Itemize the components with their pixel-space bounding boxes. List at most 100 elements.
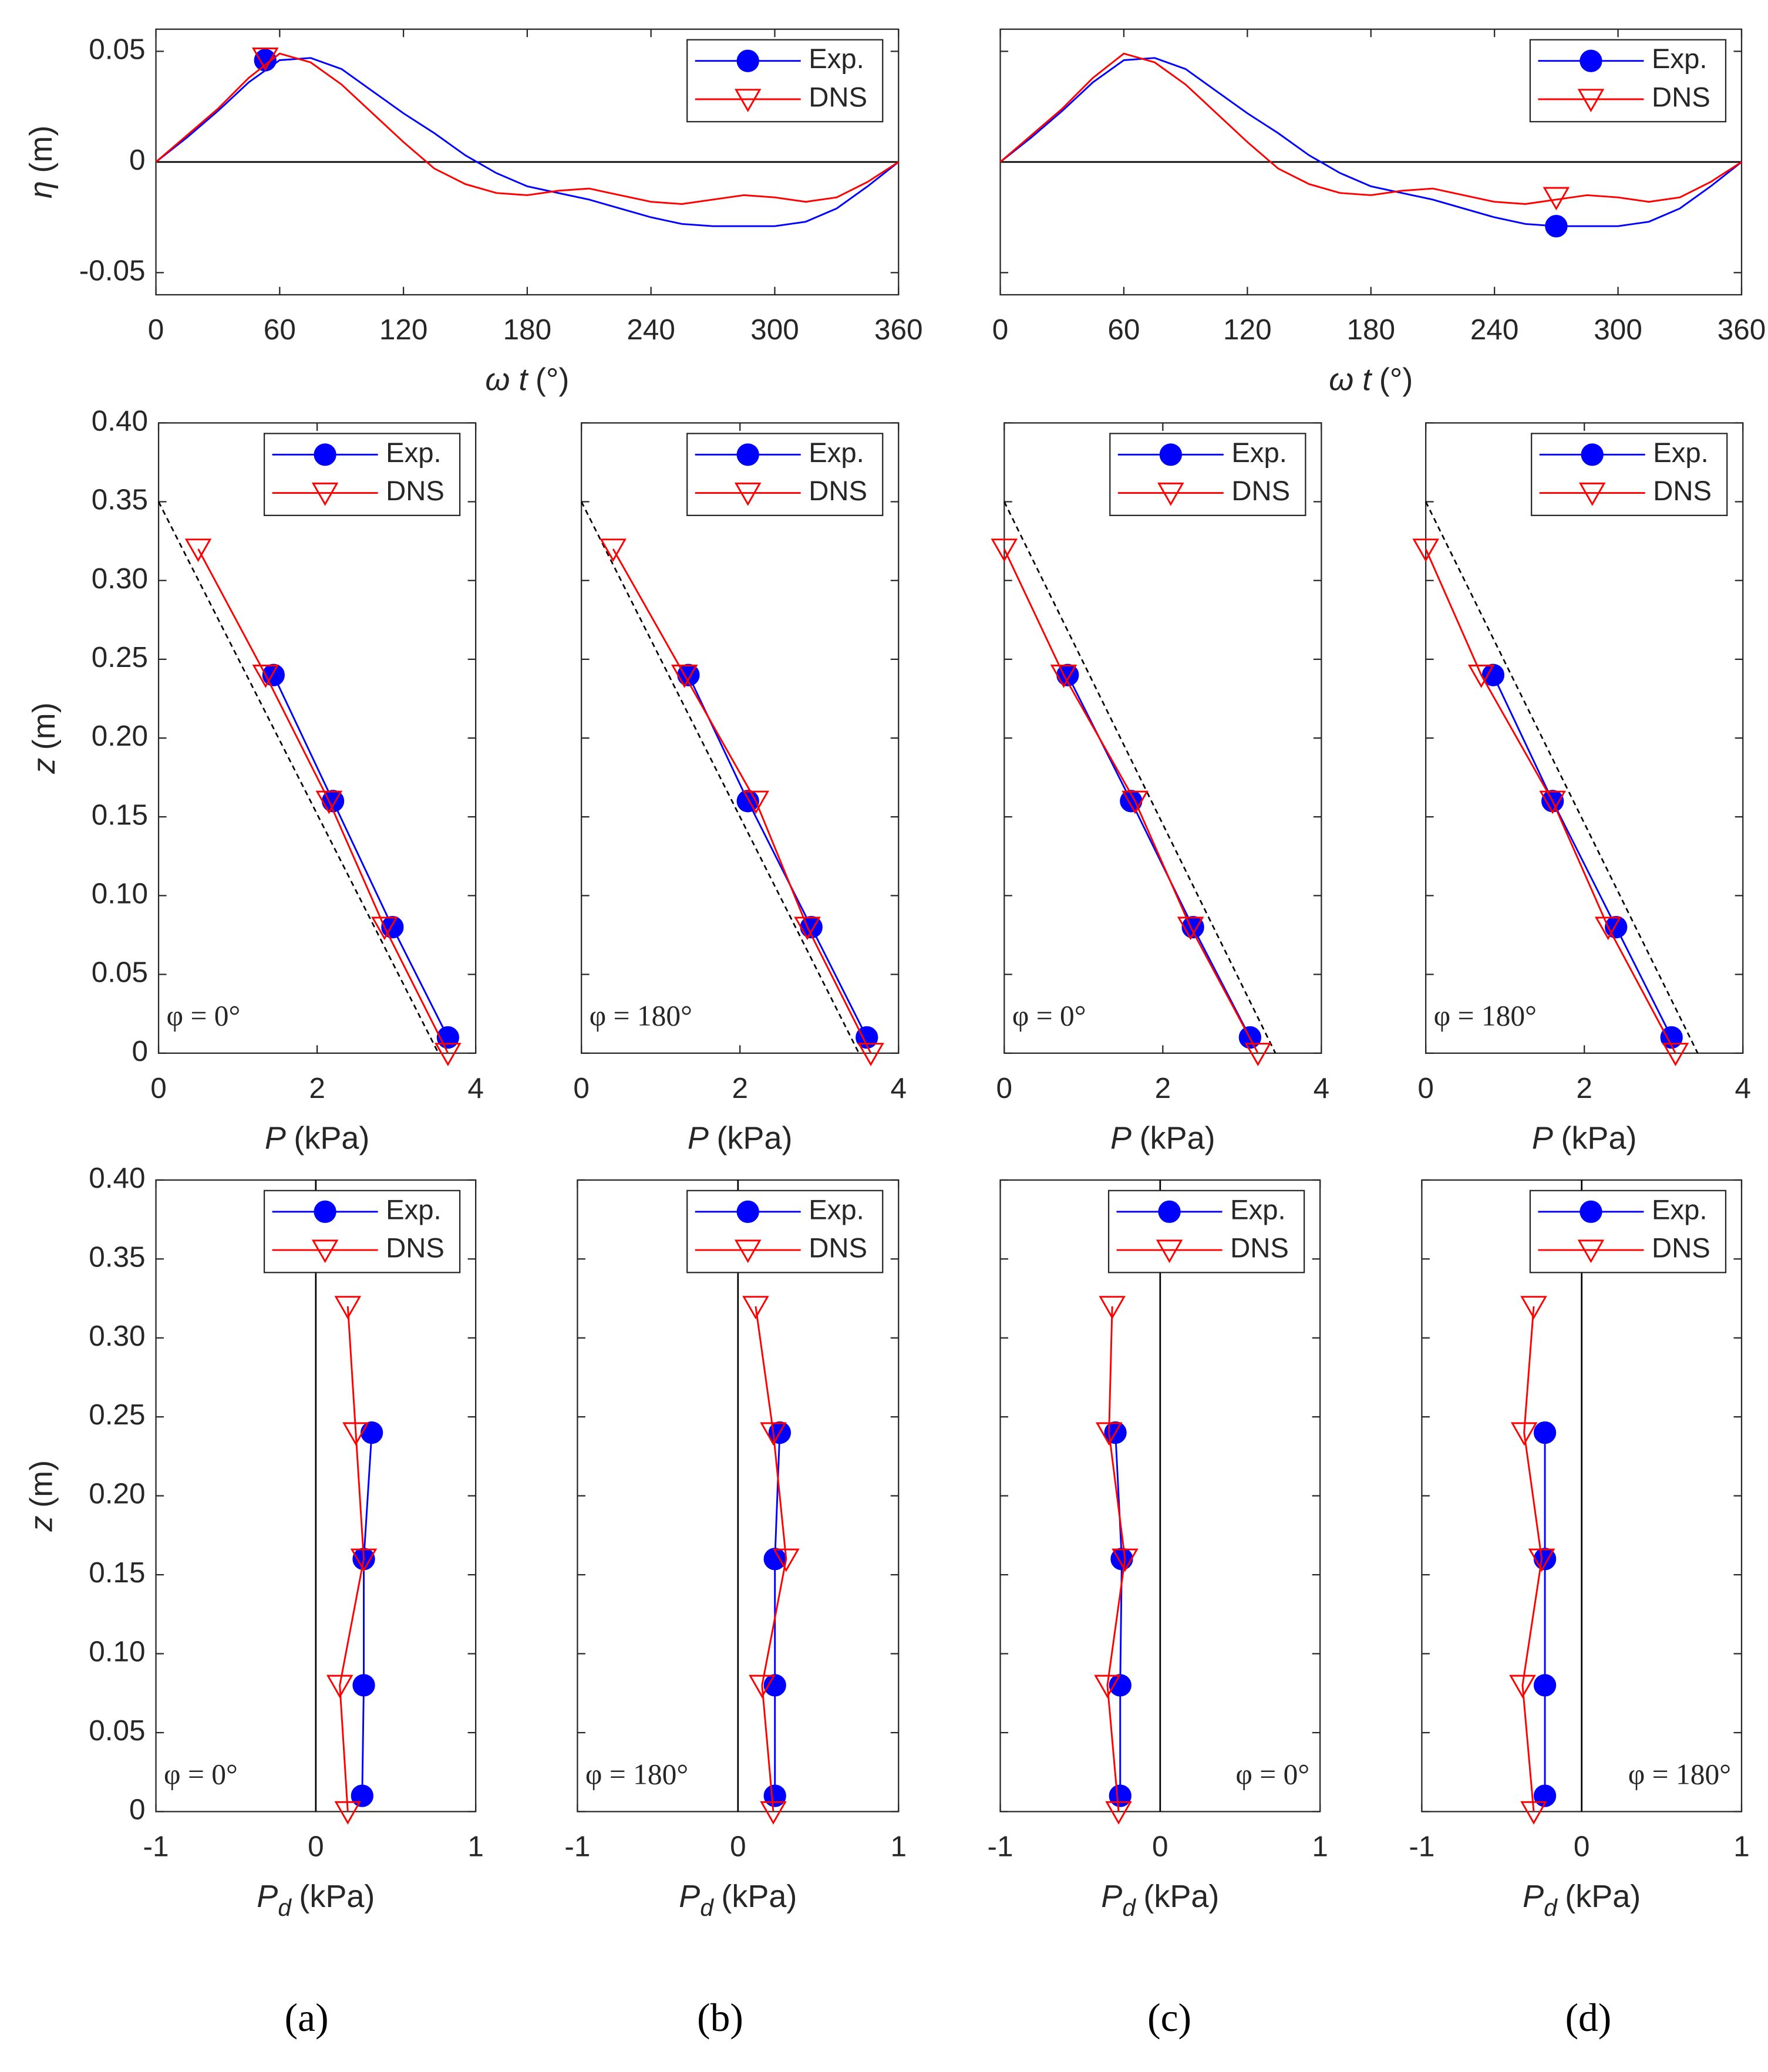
- legend-box: [686, 1190, 884, 1273]
- x-tick-label: 0: [308, 1831, 324, 1863]
- annotation: φ = 180°: [585, 1758, 688, 1790]
- marker: [991, 538, 1018, 562]
- marker: [1509, 1675, 1536, 1699]
- x-tick-label: 0: [150, 1072, 167, 1104]
- axis-symbol: z: [26, 758, 62, 774]
- marker: [1109, 1674, 1131, 1697]
- y-tick-label: 0.25: [89, 1399, 145, 1431]
- legend-marker: [1577, 89, 1605, 113]
- marker: [857, 1043, 884, 1066]
- marker: [1122, 790, 1149, 814]
- annotation: φ = 180°: [590, 1000, 692, 1032]
- marker: [1112, 1548, 1139, 1572]
- y-tick-label: 0.20: [92, 720, 148, 752]
- y-tick-label: 0.40: [92, 405, 148, 437]
- axis-unit: (kPa): [299, 1879, 375, 1914]
- series-line: [361, 1432, 373, 1796]
- axis-label: Pd (kPa): [1101, 1879, 1219, 1921]
- marker: [600, 538, 627, 562]
- marker: [334, 1801, 362, 1825]
- marker: [1528, 1548, 1555, 1572]
- marker: [671, 665, 698, 688]
- series-line: [1424, 548, 1676, 1054]
- panel-label: (a): [285, 1996, 329, 2040]
- series-line: [612, 548, 872, 1054]
- marker: [742, 1296, 769, 1320]
- reference-line: [580, 501, 860, 1054]
- marker: [749, 1675, 776, 1699]
- axis-unit: (m): [24, 126, 59, 173]
- axis-unit: (kPa): [1561, 1121, 1636, 1156]
- y-tick-label: 0.40: [89, 1162, 145, 1194]
- x-tick-label: 0: [992, 314, 1009, 346]
- marker: [856, 1026, 878, 1049]
- x-tick-label: 120: [379, 314, 428, 346]
- axis-subscript: d: [278, 1894, 292, 1921]
- y-tick-label: 0.10: [92, 877, 148, 909]
- plot-area: [1003, 422, 1322, 1054]
- axis-label: P (kPa): [688, 1121, 793, 1156]
- marker: [1533, 1674, 1557, 1697]
- reference-line: [157, 501, 439, 1054]
- marker: [351, 1784, 373, 1807]
- marker: [1662, 1043, 1689, 1066]
- legend-label: Exp.: [386, 437, 442, 469]
- axis-symbol: P: [679, 1879, 700, 1914]
- legend-marker: [311, 482, 339, 506]
- reference-line: [1424, 501, 1699, 1054]
- legend-marker: [1156, 1239, 1183, 1264]
- axis-symbol: P: [1532, 1121, 1553, 1156]
- axis-unit: (kPa): [294, 1121, 369, 1156]
- x-tick-label: 0: [573, 1072, 590, 1104]
- legend-marker: [734, 482, 762, 506]
- legend-box: [1529, 1190, 1727, 1273]
- series-line: [1003, 548, 1259, 1054]
- series-line: [1521, 1306, 1543, 1812]
- series-line: [1492, 675, 1673, 1038]
- marker: [1545, 215, 1568, 238]
- legend-label: DNS: [1652, 82, 1710, 113]
- annotation: φ = 180°: [1628, 1758, 1731, 1790]
- annotation: φ = 0°: [167, 1000, 241, 1032]
- x-tick-label: 180: [503, 314, 552, 346]
- marker: [252, 665, 279, 688]
- marker: [1594, 917, 1622, 941]
- y-tick-label: 0.10: [89, 1636, 145, 1668]
- panel-label: (b): [697, 1996, 743, 2040]
- legend-marker: [1158, 1200, 1181, 1223]
- x-tick-label: 0: [1417, 1072, 1434, 1104]
- x-tick-label: 360: [1718, 314, 1766, 346]
- marker: [1533, 1784, 1557, 1807]
- axis-label: z (m): [26, 702, 62, 774]
- x-tick-label: 4: [1314, 1072, 1330, 1104]
- axis-symbol: P: [1523, 1879, 1544, 1914]
- legend-marker: [734, 1239, 762, 1264]
- axis-label: Pd (kPa): [679, 1879, 797, 1921]
- axis-subscript: d: [1122, 1894, 1136, 1921]
- series-line: [155, 57, 900, 227]
- legend-label: Exp.: [809, 1194, 864, 1225]
- y-tick-label: 0: [132, 1035, 149, 1067]
- axis-label: P (kPa): [1532, 1121, 1637, 1156]
- x-tick-label: 180: [1346, 314, 1395, 346]
- axis-unit: (m): [24, 1460, 59, 1508]
- marker: [1177, 917, 1204, 941]
- legend-marker: [1157, 482, 1184, 506]
- x-tick-label: 240: [1470, 314, 1519, 346]
- legend-marker: [311, 1239, 339, 1264]
- plot-area: [157, 422, 477, 1054]
- x-tick-label: -1: [1409, 1831, 1434, 1863]
- marker: [184, 538, 212, 562]
- legend-label: Exp.: [809, 43, 864, 75]
- x-tick-label: 0: [1574, 1831, 1590, 1863]
- legend-marker: [314, 443, 336, 466]
- marker: [342, 1422, 369, 1446]
- legend-box: [263, 1190, 461, 1273]
- panel-label: (d): [1565, 1996, 1612, 2040]
- x-tick-label: 2: [1155, 1072, 1171, 1104]
- axis-label: Pd (kPa): [1523, 1879, 1641, 1921]
- y-tick-label: 0.05: [92, 956, 148, 989]
- axis-symbol: P: [1101, 1879, 1122, 1914]
- x-tick-label: 2: [732, 1072, 748, 1104]
- y-tick-label: -0.05: [79, 254, 146, 287]
